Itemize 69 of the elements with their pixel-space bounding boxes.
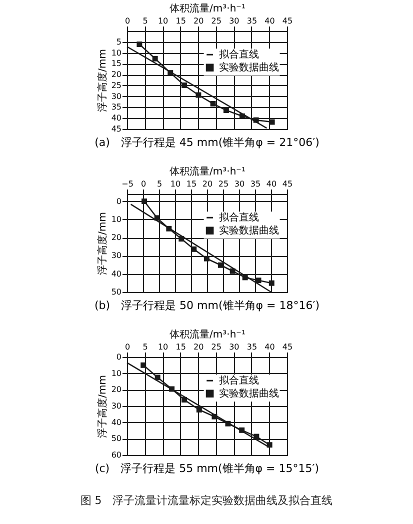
- text: (b) 浮子行程是 50 mm(锥半角φ = 18°16′): [94, 299, 320, 312]
- x-tick-label: 20: [193, 16, 204, 26]
- x-tick-label: 45: [282, 180, 292, 188]
- x-tick-label: 35: [250, 180, 260, 188]
- x-tick-label: 0: [124, 342, 130, 352]
- legend-label: 拟合直线: [218, 48, 258, 61]
- x-tick-label: 0: [124, 16, 130, 26]
- y-tick-label: 20: [110, 70, 121, 80]
- y-tick-label: 20: [110, 233, 121, 242]
- legend-label: 实验数据曲线: [218, 62, 278, 74]
- x-tick-label: 35: [246, 16, 257, 26]
- y-axis-title: 浮子高度/mm: [96, 49, 108, 112]
- x-axis-title: 体积流量/m³·h⁻¹: [169, 2, 245, 14]
- y-tick-label: 45: [110, 124, 121, 134]
- y-tick-label: 10: [110, 214, 121, 224]
- x-tick-label: 10: [170, 180, 180, 188]
- x-axis-title: 体积流量/m³·h⁻¹: [169, 166, 245, 178]
- y-tick-label: 40: [110, 269, 121, 278]
- x-tick-label: 0: [140, 180, 146, 188]
- x-tick-label: 30: [234, 180, 244, 188]
- x-tick-label: 40: [264, 342, 274, 352]
- text: (c) 浮子行程是 55 mm(锥半角φ = 15°15′): [94, 462, 319, 475]
- y-tick-label: 15: [110, 59, 121, 68]
- x-tick-label: 10: [157, 16, 168, 26]
- x-tick-label: 30: [228, 342, 239, 352]
- y-tick-label: 20: [110, 385, 121, 394]
- y-axis-title: 浮子高度/mm: [96, 212, 108, 275]
- x-tick-label: 25: [210, 16, 221, 26]
- y-axis-title: 浮子高度/mm: [96, 375, 108, 438]
- legend-label: 实验数据曲线: [218, 224, 278, 237]
- x-axis-title: 体积流量/m³·h⁻¹: [169, 328, 245, 340]
- y-tick-label: 30: [110, 402, 121, 410]
- y-tick-label: 25: [110, 80, 121, 90]
- x-tick-label: 25: [210, 342, 221, 352]
- y-tick-label: 10: [110, 368, 121, 378]
- x-tick-label: 20: [202, 180, 212, 188]
- legend-label: 拟合直线: [218, 374, 258, 387]
- x-tick-label: 5: [156, 180, 162, 188]
- y-tick-label: 50: [110, 288, 121, 296]
- y-tick-label: 5: [116, 37, 121, 46]
- x-tick-label: 15: [186, 180, 196, 188]
- x-tick-label: 45: [282, 16, 292, 26]
- y-tick-label: 60: [110, 450, 121, 460]
- x-tick-label: 40: [266, 180, 276, 188]
- x-tick-label: 20: [193, 342, 204, 352]
- y-tick-label: 10: [110, 48, 121, 58]
- y-tick-label: 50: [110, 434, 121, 444]
- x-tick-label: 5: [142, 342, 148, 352]
- x-tick-label: 25: [218, 180, 228, 188]
- y-tick-label: 30: [110, 251, 121, 260]
- x-tick-label: 35: [246, 342, 257, 352]
- x-tick-label: 15: [175, 16, 186, 26]
- x-tick-label: 10: [157, 342, 168, 352]
- x-tick-label: −5: [121, 180, 133, 188]
- y-tick-label: 35: [110, 102, 121, 112]
- y-tick-label: 40: [110, 114, 121, 123]
- x-tick-label: 5: [142, 16, 148, 26]
- y-tick-label: 30: [110, 92, 121, 101]
- x-tick-label: 30: [228, 16, 239, 26]
- y-tick-label: 0: [116, 352, 121, 362]
- y-tick-label: 0: [116, 196, 121, 206]
- x-tick-label: 45: [282, 342, 292, 352]
- legend-label: 实验数据曲线: [218, 388, 278, 400]
- caption: 图 5 浮子流量计流量标定实验数据曲线及拟合直线: [80, 493, 333, 508]
- y-tick-label: 40: [110, 418, 121, 427]
- legend-label: 拟合直线: [218, 212, 258, 224]
- x-tick-label: 40: [264, 16, 274, 26]
- x-tick-label: 15: [175, 342, 186, 352]
- text: (a) 浮子行程是 45 mm(锥半角φ = 21°06′): [94, 136, 319, 149]
